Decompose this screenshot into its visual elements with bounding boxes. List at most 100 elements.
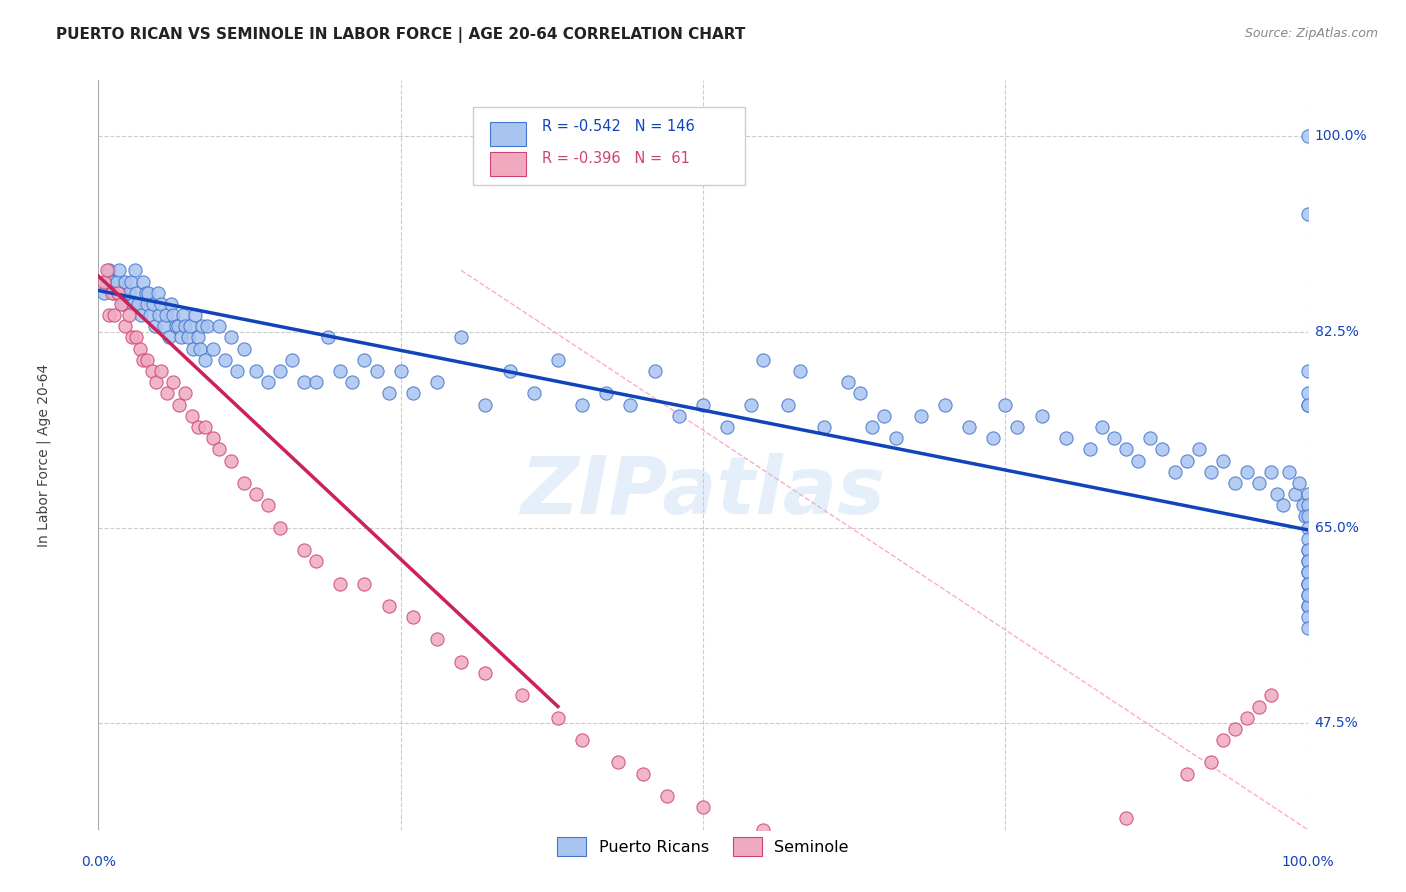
Point bbox=[194, 352, 217, 367]
Point bbox=[139, 308, 162, 322]
Point bbox=[1296, 543, 1319, 558]
Point bbox=[1296, 532, 1319, 546]
Point bbox=[93, 285, 115, 300]
Point bbox=[146, 285, 169, 300]
Point bbox=[103, 285, 125, 300]
Point bbox=[994, 398, 1017, 412]
Point bbox=[156, 386, 179, 401]
Point bbox=[226, 364, 249, 378]
Point bbox=[873, 845, 896, 859]
Point bbox=[165, 319, 187, 334]
Point bbox=[426, 376, 449, 390]
Point bbox=[366, 364, 388, 378]
Point bbox=[402, 610, 425, 624]
Point bbox=[353, 576, 375, 591]
Point bbox=[150, 297, 173, 311]
Point bbox=[1031, 409, 1053, 423]
Point bbox=[96, 263, 118, 277]
Point bbox=[135, 285, 157, 300]
Legend: Puerto Ricans, Seminole: Puerto Ricans, Seminole bbox=[551, 830, 855, 863]
Point bbox=[1115, 442, 1137, 457]
Point bbox=[1115, 811, 1137, 825]
Point bbox=[108, 263, 131, 277]
Point bbox=[1296, 129, 1319, 144]
Point bbox=[208, 442, 231, 457]
Point bbox=[118, 308, 141, 322]
Point bbox=[177, 330, 200, 344]
Point bbox=[162, 308, 184, 322]
Point bbox=[1292, 498, 1315, 512]
Point bbox=[450, 330, 472, 344]
Point bbox=[571, 398, 593, 412]
Point bbox=[1296, 364, 1319, 378]
Point bbox=[1296, 621, 1319, 635]
Point bbox=[184, 308, 207, 322]
Point bbox=[145, 376, 167, 390]
Point bbox=[1294, 509, 1316, 524]
Point bbox=[571, 733, 593, 747]
Point bbox=[813, 834, 835, 848]
Point bbox=[1223, 475, 1246, 490]
Point bbox=[98, 308, 121, 322]
Point bbox=[1054, 834, 1077, 848]
Point bbox=[1296, 576, 1319, 591]
Point bbox=[114, 319, 136, 334]
Point bbox=[1296, 566, 1319, 580]
Point bbox=[1296, 554, 1319, 568]
Point bbox=[162, 376, 184, 390]
Text: PUERTO RICAN VS SEMINOLE IN LABOR FORCE | AGE 20-64 CORRELATION CHART: PUERTO RICAN VS SEMINOLE IN LABOR FORCE … bbox=[56, 27, 745, 43]
Point bbox=[107, 285, 129, 300]
Point bbox=[329, 364, 352, 378]
Point bbox=[160, 297, 183, 311]
Point bbox=[1296, 498, 1319, 512]
Point bbox=[450, 655, 472, 669]
Point bbox=[631, 766, 654, 780]
FancyBboxPatch shape bbox=[491, 121, 526, 146]
Point bbox=[202, 342, 225, 356]
Point bbox=[1102, 431, 1125, 445]
Point bbox=[474, 398, 496, 412]
Text: R = -0.542   N = 146: R = -0.542 N = 146 bbox=[543, 120, 695, 134]
Point bbox=[994, 856, 1017, 871]
Point bbox=[142, 297, 165, 311]
Point bbox=[1091, 420, 1114, 434]
Point bbox=[305, 554, 328, 568]
Point bbox=[96, 275, 118, 289]
Point bbox=[523, 386, 546, 401]
Point bbox=[256, 498, 278, 512]
Point bbox=[169, 398, 191, 412]
Point bbox=[426, 632, 449, 647]
Point bbox=[860, 420, 883, 434]
Point bbox=[1267, 487, 1289, 501]
Point bbox=[498, 364, 520, 378]
Point bbox=[873, 409, 896, 423]
Point bbox=[402, 386, 425, 401]
Point bbox=[98, 263, 121, 277]
Point bbox=[1236, 465, 1258, 479]
Point bbox=[214, 352, 236, 367]
Point bbox=[114, 275, 136, 289]
Point bbox=[191, 319, 214, 334]
Point bbox=[1296, 599, 1319, 613]
Point bbox=[316, 330, 339, 344]
Point bbox=[1296, 398, 1319, 412]
Point bbox=[1296, 543, 1319, 558]
Point bbox=[957, 420, 980, 434]
Point bbox=[389, 364, 412, 378]
Point bbox=[125, 285, 148, 300]
Point bbox=[1007, 420, 1029, 434]
Point bbox=[886, 431, 908, 445]
Point bbox=[1078, 442, 1101, 457]
Point bbox=[232, 475, 254, 490]
Text: R = -0.396   N =  61: R = -0.396 N = 61 bbox=[543, 152, 690, 167]
Point bbox=[1296, 398, 1319, 412]
Text: 100.0%: 100.0% bbox=[1281, 855, 1334, 869]
Point bbox=[377, 386, 399, 401]
Point bbox=[202, 431, 225, 445]
Point bbox=[1296, 610, 1319, 624]
Point bbox=[752, 822, 775, 837]
Point bbox=[547, 711, 569, 725]
Point bbox=[180, 409, 202, 423]
Point bbox=[292, 543, 315, 558]
Point bbox=[122, 297, 145, 311]
